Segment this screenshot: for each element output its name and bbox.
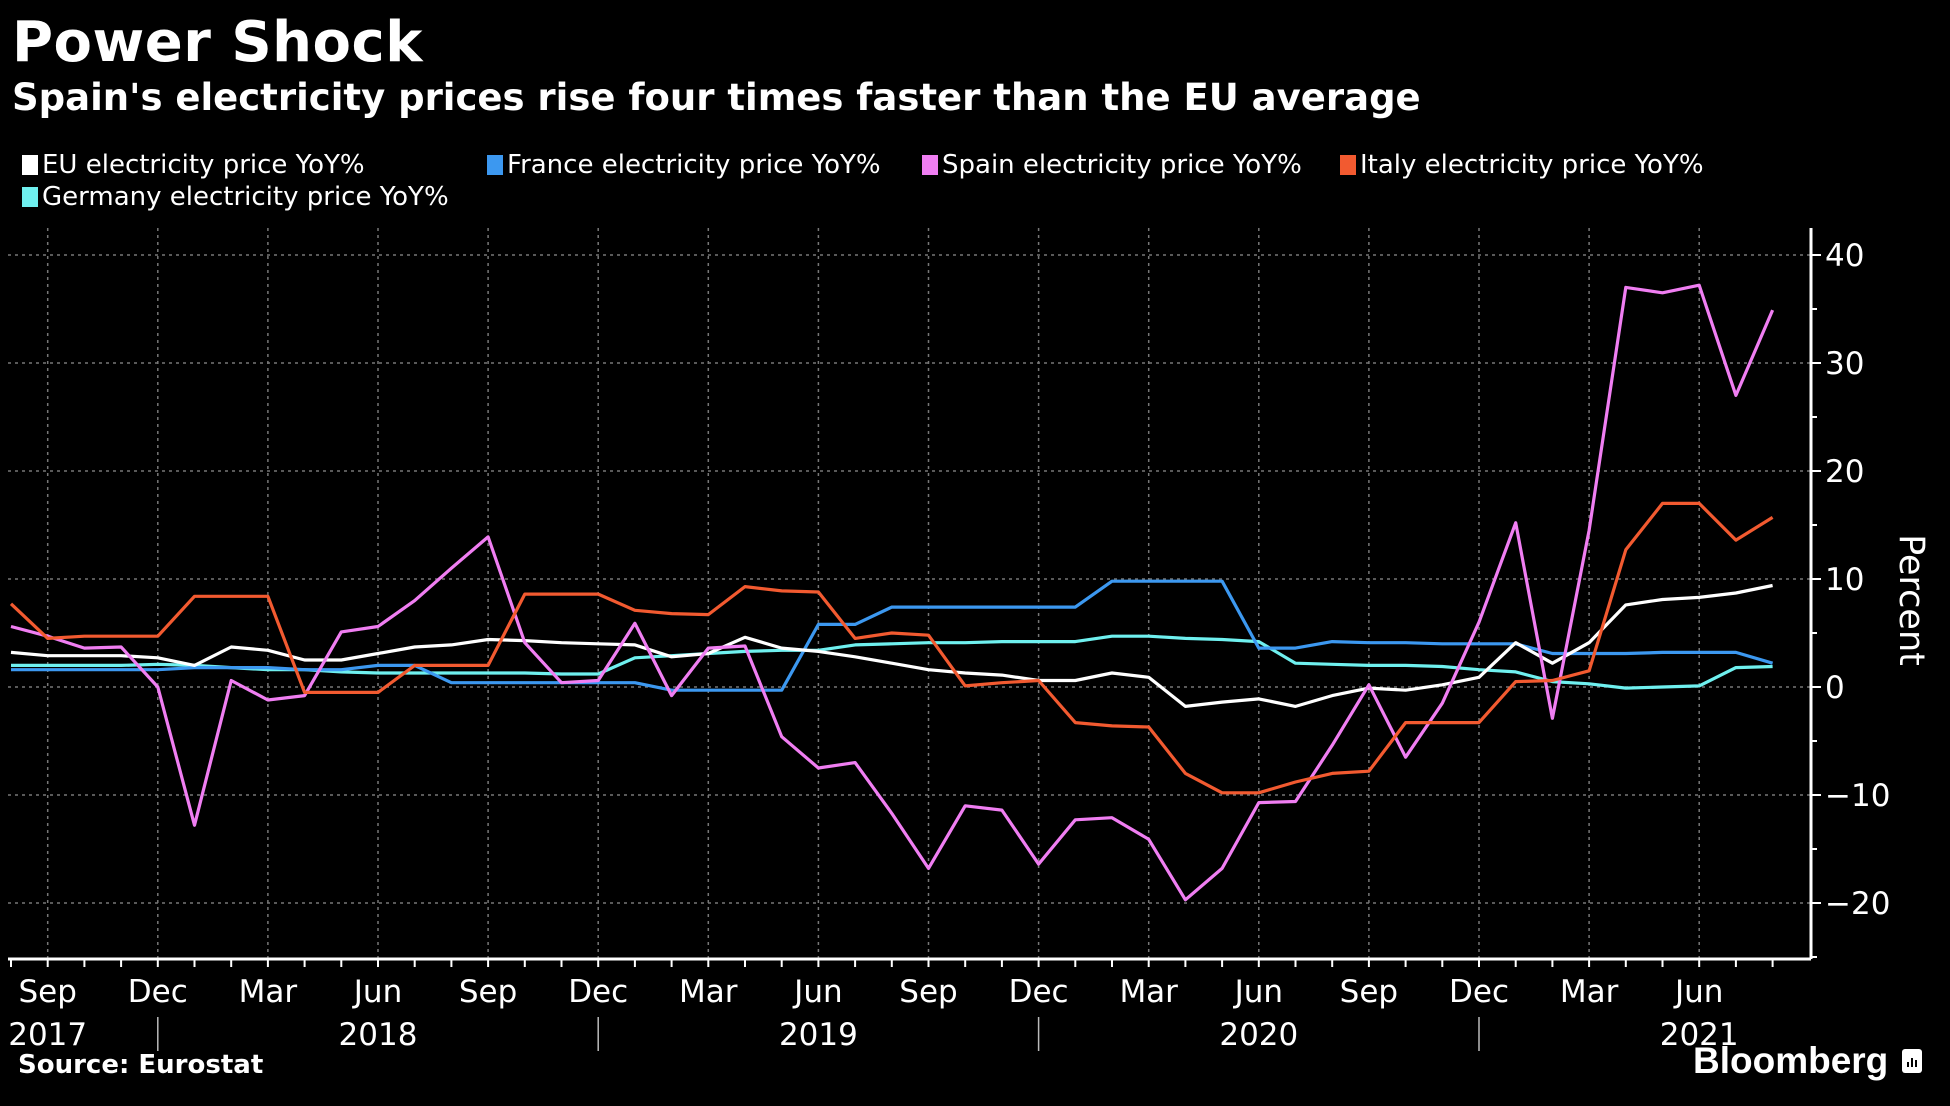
x-tick-label: Sep: [18, 974, 76, 1010]
chart-subtitle: Spain's electricity prices rise four tim…: [12, 76, 1421, 119]
legend-item-italy: Italy electricity price YoY%: [1340, 150, 1704, 180]
year-label: 2018: [339, 1017, 418, 1053]
series-lines: [9, 283, 1775, 902]
x-tick-label: Sep: [1340, 974, 1398, 1010]
x-tick-label: Mar: [1119, 974, 1178, 1010]
bloomberg-chart-icon: [1902, 1049, 1923, 1073]
chart-title: Power Shock: [12, 10, 423, 75]
legend-item-eu: EU electricity price YoY%: [22, 150, 365, 180]
x-tick-label: Mar: [1560, 974, 1619, 1010]
x-tick-label: Jun: [1233, 974, 1283, 1010]
legend-label-spain: Spain electricity price YoY%: [942, 150, 1302, 180]
y-tick-label: 40: [1825, 238, 1864, 274]
legend-swatch-germany: [22, 187, 38, 207]
y-tick-label: 30: [1825, 346, 1864, 382]
france-line: [11, 579, 1774, 692]
gridlines: [8, 228, 1811, 959]
legend-swatch-italy: [1340, 155, 1356, 175]
x-tick-label: Jun: [352, 974, 402, 1010]
legend-swatch-eu: [22, 155, 38, 175]
x-tick-label: Dec: [128, 974, 188, 1010]
y-axis-label: Percent: [1891, 534, 1931, 666]
legend-swatch-france: [487, 155, 503, 175]
x-tick-label: Mar: [239, 974, 298, 1010]
x-tick-label: Dec: [1449, 974, 1509, 1010]
year-label: 2020: [1219, 1017, 1298, 1053]
y-tick-label: 10: [1825, 562, 1864, 598]
eu-line: [10, 583, 1773, 709]
legend-swatch-spain: [922, 155, 938, 175]
legend-item-germany: Germany electricity price YoY%: [22, 182, 449, 212]
legend-label-italy: Italy electricity price YoY%: [1360, 150, 1704, 180]
source-note: Source: Eurostat: [18, 1050, 264, 1080]
x-tick-label: Jun: [792, 974, 842, 1010]
brand-name: Bloomberg: [1693, 1040, 1889, 1081]
legend-label-eu: EU electricity price YoY%: [42, 150, 365, 180]
year-label: 2021: [1660, 1017, 1739, 1053]
axes: 40 30 20 10 0 −10 −20 Sep Dec Mar Jun Sep Dec Mar Jun S…: [8, 228, 1890, 1053]
y-tick-label: 0: [1825, 670, 1845, 706]
legend-item-spain: Spain electricity price YoY%: [922, 150, 1302, 180]
x-tick-label: Jun: [1673, 974, 1723, 1010]
y-tick-label: −10: [1825, 778, 1890, 814]
x-tick-label: Sep: [459, 974, 517, 1010]
x-tick-label: Dec: [1009, 974, 1069, 1010]
y-tick-label: −20: [1825, 886, 1890, 922]
legend-label-france: France electricity price YoY%: [507, 150, 881, 180]
legend-label-germany: Germany electricity price YoY%: [42, 182, 449, 212]
bloomberg-logo: Bloomberg: [1693, 1040, 1923, 1082]
year-label: 2019: [779, 1017, 858, 1053]
spain-line: [10, 283, 1775, 902]
x-tick-label: Mar: [679, 974, 738, 1010]
x-tick-label: Dec: [568, 974, 628, 1010]
x-tick-label: Sep: [899, 974, 957, 1010]
italy-line: [9, 501, 1774, 795]
y-tick-label: 20: [1825, 454, 1864, 490]
year-label: 2017: [8, 1017, 87, 1053]
legend-item-france: France electricity price YoY%: [487, 150, 881, 180]
